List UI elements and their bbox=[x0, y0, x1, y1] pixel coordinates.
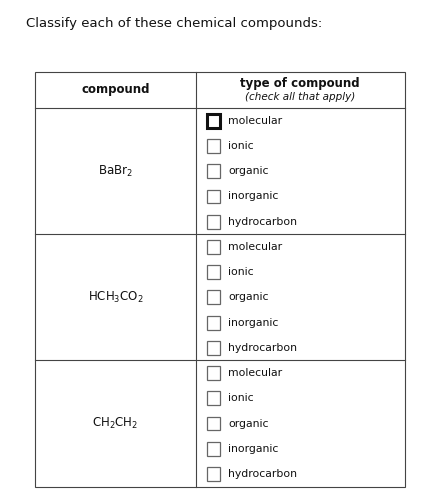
Text: CH$_2$CH$_2$: CH$_2$CH$_2$ bbox=[92, 416, 139, 431]
Bar bbox=[207, 341, 220, 355]
Text: type of compound: type of compound bbox=[241, 77, 360, 90]
Bar bbox=[207, 114, 220, 127]
Text: hydrocarbon: hydrocarbon bbox=[228, 217, 297, 227]
Bar bbox=[207, 467, 220, 481]
Bar bbox=[207, 366, 220, 380]
Text: ionic: ionic bbox=[228, 267, 253, 277]
Bar bbox=[207, 391, 220, 405]
Text: molecular: molecular bbox=[228, 242, 282, 252]
Text: organic: organic bbox=[228, 292, 268, 302]
Text: organic: organic bbox=[228, 418, 268, 428]
Text: BaBr$_2$: BaBr$_2$ bbox=[98, 164, 133, 179]
Bar bbox=[207, 442, 220, 455]
Text: inorganic: inorganic bbox=[228, 318, 278, 328]
Bar bbox=[207, 139, 220, 153]
Bar bbox=[207, 165, 220, 178]
Text: molecular: molecular bbox=[228, 116, 282, 126]
Bar bbox=[207, 190, 220, 204]
Text: Classify each of these chemical compounds:: Classify each of these chemical compound… bbox=[26, 17, 323, 30]
Bar bbox=[207, 416, 220, 430]
Text: ionic: ionic bbox=[228, 393, 253, 403]
Text: inorganic: inorganic bbox=[228, 192, 278, 202]
Text: compound: compound bbox=[81, 83, 150, 96]
Text: (check all that apply): (check all that apply) bbox=[245, 92, 356, 102]
Text: organic: organic bbox=[228, 166, 268, 176]
Bar bbox=[207, 215, 220, 229]
Text: molecular: molecular bbox=[228, 368, 282, 378]
Text: hydrocarbon: hydrocarbon bbox=[228, 343, 297, 353]
Bar bbox=[35, 72, 405, 487]
Bar bbox=[207, 290, 220, 304]
Text: HCH$_3$CO$_2$: HCH$_3$CO$_2$ bbox=[88, 290, 143, 305]
Bar bbox=[207, 240, 220, 254]
Text: hydrocarbon: hydrocarbon bbox=[228, 469, 297, 479]
Bar bbox=[207, 265, 220, 279]
Text: ionic: ionic bbox=[228, 141, 253, 151]
Bar bbox=[207, 316, 220, 329]
Text: inorganic: inorganic bbox=[228, 444, 278, 454]
